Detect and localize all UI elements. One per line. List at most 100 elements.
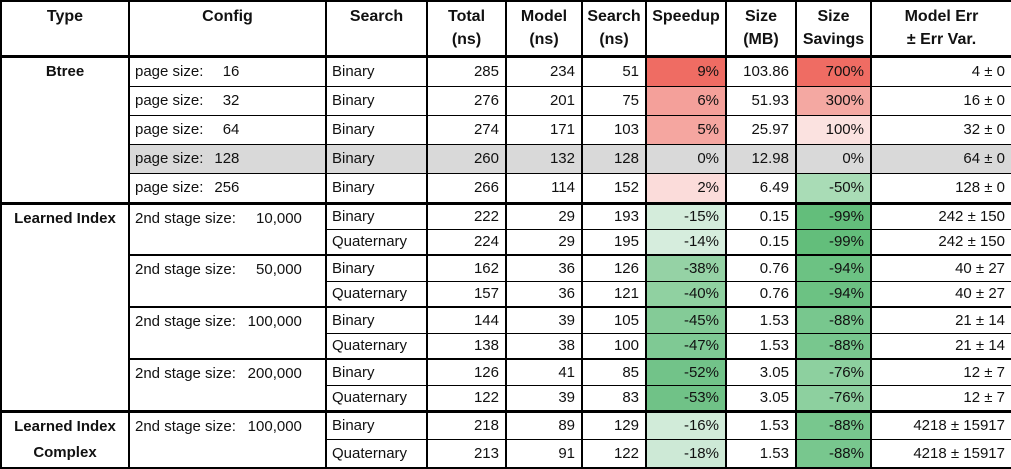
total-cell: 126	[426, 358, 507, 386]
search-cell: Binary	[325, 358, 428, 386]
search-ns-cell: 83	[581, 384, 647, 412]
config-label: page size:	[135, 120, 204, 138]
type-cell: Learned Index Complex	[0, 409, 130, 468]
speedup-cell: -47%	[645, 332, 727, 360]
search-ns-cell: 152	[581, 172, 647, 204]
col-header-model-ns: Model (ns)	[505, 0, 583, 58]
config-cell: 2nd stage size: 200,000	[128, 358, 327, 412]
config-cell: page size: 16	[128, 55, 327, 87]
model-err-cell: 4 ± 0	[870, 55, 1011, 87]
size-cell: 3.05	[725, 384, 797, 412]
table-row: Quaternary 138 38 100 -47% 1.53 -88% 21 …	[1, 332, 1011, 360]
config-value: 10,000	[256, 209, 302, 227]
model-err-cell: 40 ± 27	[870, 254, 1011, 282]
config-label: 2nd stage size:	[135, 313, 236, 330]
config-label: page size:	[135, 91, 204, 109]
col-header-type: Type	[0, 0, 130, 58]
model-cell: 132	[505, 143, 583, 174]
search-cell: Binary	[325, 409, 428, 440]
size-savings-cell: -88%	[795, 306, 872, 334]
search-cell: Binary	[325, 55, 428, 87]
search-cell: Quaternary	[325, 438, 428, 469]
total-cell: 285	[426, 55, 507, 87]
config-cell: 2nd stage size: 100,000	[128, 306, 327, 360]
total-cell: 274	[426, 114, 507, 145]
config-value: 100,000	[247, 313, 302, 330]
col-header-search-ns: Search (ns)	[581, 0, 647, 58]
search-cell: Quaternary	[325, 384, 428, 412]
config-cell: 2nd stage size: 100,000	[128, 409, 327, 468]
size-cell: 1.53	[725, 438, 797, 469]
speedup-cell: 6%	[645, 85, 727, 116]
col-header-size-savings: Size Savings	[795, 0, 872, 58]
search-cell: Binary	[325, 254, 428, 282]
size-savings-cell: 0%	[795, 143, 872, 174]
config-label: page size:	[135, 149, 204, 167]
type-cell: Learned Index	[0, 201, 130, 412]
config-label: page size:	[135, 62, 204, 80]
config-cell: page size: 64	[128, 114, 327, 145]
total-cell: 222	[426, 201, 507, 230]
speedup-cell: -53%	[645, 384, 727, 412]
speedup-cell: -15%	[645, 201, 727, 230]
size-cell: 51.93	[725, 85, 797, 116]
search-ns-cell: 103	[581, 114, 647, 145]
config-label: 2nd stage size:	[135, 261, 236, 278]
total-cell: 276	[426, 85, 507, 116]
model-cell: 36	[505, 254, 583, 282]
table-row: Quaternary 122 39 83 -53% 3.05 -76% 12 ±…	[1, 384, 1011, 412]
config-value: 50,000	[256, 261, 302, 278]
search-ns-cell: 51	[581, 55, 647, 87]
total-cell: 162	[426, 254, 507, 282]
table-row: page size: 32 Binary 276 201 75 6% 51.93 …	[1, 85, 1011, 116]
model-cell: 29	[505, 201, 583, 230]
table-row: page size: 256 Binary 266 114 152 2% 6.49…	[1, 172, 1011, 204]
size-savings-cell: 100%	[795, 114, 872, 145]
search-ns-cell: 195	[581, 228, 647, 256]
config-cell: page size: 32	[128, 85, 327, 116]
config-value: 256	[214, 178, 240, 196]
config-value: 128	[214, 149, 240, 167]
config-label: page size:	[135, 178, 204, 196]
size-cell: 3.05	[725, 358, 797, 386]
model-err-cell: 12 ± 7	[870, 358, 1011, 386]
config-cell: 2nd stage size: 10,000	[128, 201, 327, 256]
size-savings-cell: -76%	[795, 384, 872, 412]
config-value: 16	[222, 62, 240, 80]
search-cell: Binary	[325, 114, 428, 145]
table-row: Quaternary 157 36 121 -40% 0.76 -94% 40 …	[1, 280, 1011, 308]
size-savings-cell: -99%	[795, 228, 872, 256]
total-cell: 224	[426, 228, 507, 256]
size-savings-cell: -88%	[795, 438, 872, 469]
speedup-cell: -18%	[645, 438, 727, 469]
search-ns-cell: 126	[581, 254, 647, 282]
size-savings-cell: 300%	[795, 85, 872, 116]
model-cell: 91	[505, 438, 583, 469]
config-value: 64	[222, 120, 240, 138]
total-cell: 122	[426, 384, 507, 412]
speedup-cell: -45%	[645, 306, 727, 334]
model-err-cell: 4218 ± 15917	[870, 409, 1011, 440]
search-ns-cell: 121	[581, 280, 647, 308]
model-cell: 36	[505, 280, 583, 308]
size-cell: 1.53	[725, 306, 797, 334]
speedup-cell: 9%	[645, 55, 727, 87]
size-savings-cell: -50%	[795, 172, 872, 204]
table-row: Learned Index Complex 2nd stage size: 100,…	[0, 409, 1011, 468]
table-row: 2nd stage size: 200,000 Binary 126 41 85 …	[1, 358, 1011, 412]
size-cell: 0.76	[725, 254, 797, 282]
model-cell: 89	[505, 409, 583, 440]
search-cell: Binary	[325, 172, 428, 204]
model-cell: 201	[505, 85, 583, 116]
total-cell: 266	[426, 172, 507, 204]
search-ns-cell: 105	[581, 306, 647, 334]
size-cell: 25.97	[725, 114, 797, 145]
search-cell: Quaternary	[325, 228, 428, 256]
size-savings-cell: -88%	[795, 409, 872, 440]
model-cell: 29	[505, 228, 583, 256]
col-header-size-mb: Size (MB)	[725, 0, 797, 58]
size-savings-cell: -88%	[795, 332, 872, 360]
col-header-search: Search	[325, 0, 428, 58]
size-cell: 0.76	[725, 280, 797, 308]
